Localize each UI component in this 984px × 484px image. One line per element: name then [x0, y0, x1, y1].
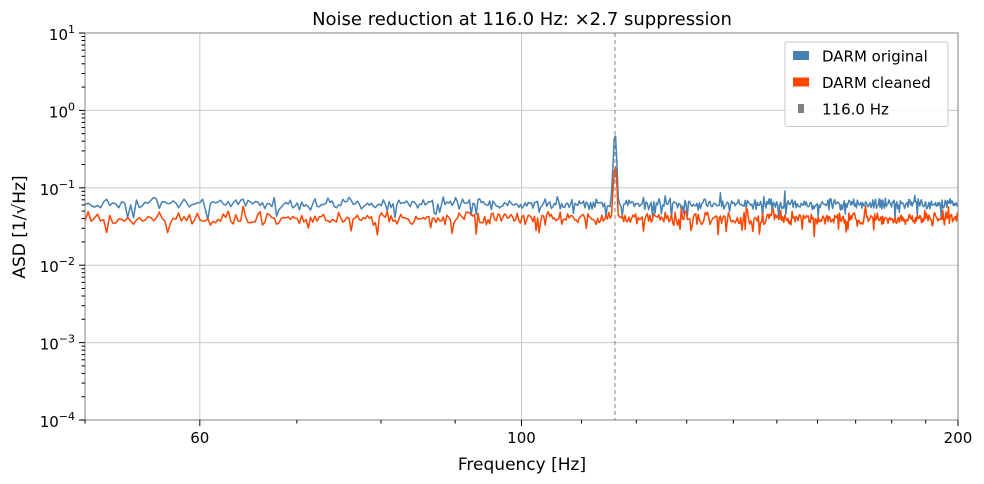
series-lines	[84, 135, 959, 238]
chart-title: Noise reduction at 116.0 Hz: ×2.7 suppre…	[312, 9, 732, 30]
legend-label: DARM cleaned	[822, 74, 931, 92]
y-tick-label: 10−3	[40, 333, 75, 354]
y-tick-label: 10−2	[40, 255, 75, 276]
x-tick-label: 200	[944, 429, 973, 447]
y-tick-label: 10−4	[40, 410, 75, 431]
x-axis-label: Frequency [Hz]	[458, 455, 586, 475]
x-tick-label: 60	[190, 429, 209, 447]
legend-label: DARM original	[822, 48, 928, 66]
legend-swatch	[793, 77, 809, 87]
y-axis-ticks: 10−4 10−3 10−2 10−1 100 101	[40, 23, 85, 431]
series-line-original	[84, 135, 959, 221]
x-tick-label: 100	[507, 429, 536, 447]
legend-swatch	[793, 51, 809, 60]
x-axis-ticks: 60 100 200	[84, 420, 973, 447]
y-tick-label: 100	[49, 100, 75, 121]
y-axis-label: ASD [1/√Hz]	[10, 175, 30, 278]
y-tick-label: 10−1	[40, 178, 75, 199]
legend: DARM original DARM cleaned 116.0 Hz	[784, 41, 949, 127]
legend-box	[784, 41, 949, 127]
legend-label: 116.0 Hz	[822, 101, 889, 119]
legend-swatch	[798, 104, 804, 113]
y-tick-label: 101	[49, 23, 75, 44]
series-line-cleaned	[84, 166, 959, 238]
